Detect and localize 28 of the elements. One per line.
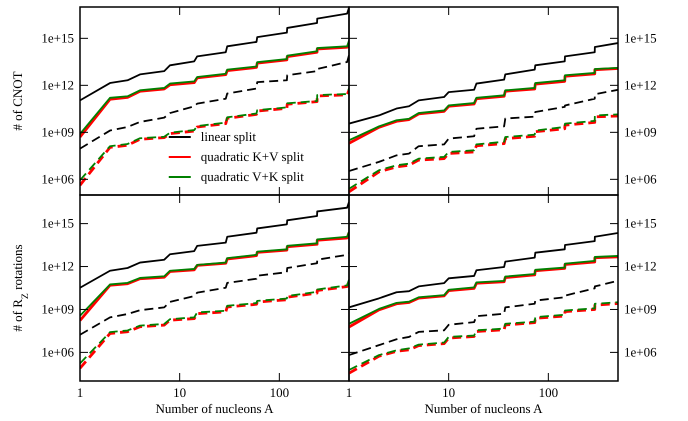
x-axis-title: Number of nucleons A — [424, 401, 544, 416]
x-tick-label: 100 — [270, 385, 290, 400]
y-tick-label: 1e+06 — [624, 171, 658, 186]
y-tick-label: 1e+15 — [624, 30, 657, 46]
y-tick-label: 1e+09 — [624, 124, 657, 140]
legend-label: quadratic K+V split — [200, 149, 304, 164]
y-tick-label: 1e+09 — [624, 301, 657, 316]
x-tick-label: 10 — [442, 385, 456, 400]
y-tick-label: 1e+06 — [624, 344, 658, 360]
y-tick-label: 1e+06 — [41, 171, 74, 186]
y-axis-title: # of CNOT — [10, 71, 25, 131]
y-tick-label: 1e+15 — [624, 216, 657, 231]
y-tick-label: 1e+06 — [41, 344, 74, 360]
y-tick-label: 1e+12 — [41, 77, 74, 92]
x-tick-label: 1 — [76, 385, 84, 400]
y-tick-label: 1e+12 — [624, 77, 657, 92]
y-tick-label: 1e+09 — [41, 124, 74, 140]
y-tick-label: 1e+09 — [41, 301, 74, 316]
x-tick-label: 100 — [538, 385, 558, 400]
legend-label: linear split — [200, 129, 256, 144]
x-axis-title: Number of nucleons A — [155, 401, 274, 416]
x-tick-label: 10 — [173, 385, 186, 400]
y-tick-label: 1e+12 — [41, 258, 74, 274]
legend-label: quadratic V+K split — [200, 169, 304, 184]
y-tick-label: 1e+12 — [624, 258, 657, 274]
y-tick-label: 1e+15 — [41, 30, 74, 46]
y-tick-label: 1e+15 — [41, 216, 74, 231]
x-tick-label: 1 — [346, 385, 352, 400]
